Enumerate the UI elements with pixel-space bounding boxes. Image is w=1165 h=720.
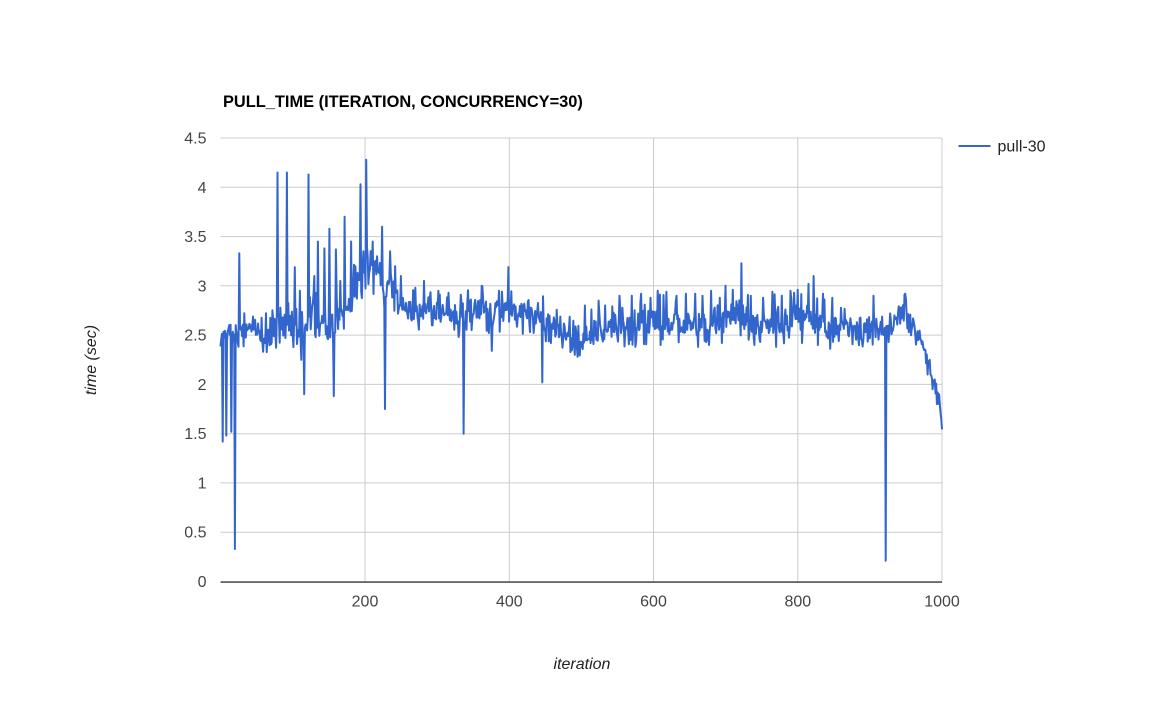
svg-text:2.5: 2.5 xyxy=(184,328,206,345)
svg-text:4: 4 xyxy=(198,180,207,197)
svg-text:iteration: iteration xyxy=(554,656,611,673)
svg-text:1000: 1000 xyxy=(924,594,960,611)
svg-text:800: 800 xyxy=(784,594,811,611)
svg-text:400: 400 xyxy=(496,594,523,611)
svg-text:3: 3 xyxy=(198,278,207,295)
svg-text:600: 600 xyxy=(640,594,667,611)
svg-text:200: 200 xyxy=(352,594,379,611)
svg-text:1: 1 xyxy=(198,475,207,492)
svg-text:PULL_TIME (ITERATION, CONCURRE: PULL_TIME (ITERATION, CONCURRENCY=30) xyxy=(223,93,583,111)
svg-text:pull-30: pull-30 xyxy=(998,139,1046,156)
svg-text:4.5: 4.5 xyxy=(184,131,206,148)
svg-text:0: 0 xyxy=(198,574,207,591)
svg-text:time (sec): time (sec) xyxy=(83,325,100,395)
svg-text:0.5: 0.5 xyxy=(184,525,206,542)
svg-text:3.5: 3.5 xyxy=(184,229,206,246)
svg-text:1.5: 1.5 xyxy=(184,426,206,443)
svg-text:2: 2 xyxy=(198,377,207,394)
